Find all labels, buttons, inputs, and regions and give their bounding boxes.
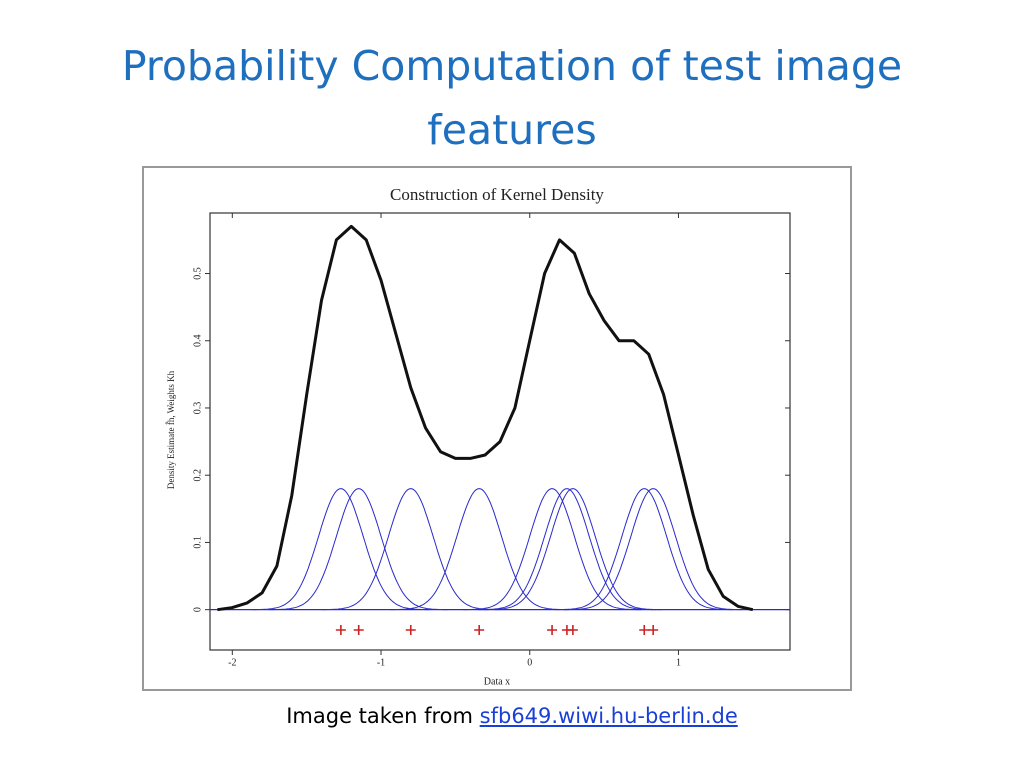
- x-tick-label: -2: [228, 657, 236, 668]
- data-point: [547, 625, 558, 635]
- y-tick-label: 0.5: [192, 267, 203, 280]
- plot-frame: [209, 212, 791, 651]
- data-point: [335, 625, 346, 635]
- y-tick-label: 0.4: [192, 334, 203, 347]
- caption: Image taken from sfb649.wiwi.hu-berlin.d…: [0, 704, 1024, 728]
- x-tick-label: -1: [377, 657, 385, 668]
- chart: Construction of Kernel Density Data x De…: [142, 166, 852, 691]
- data-point: [567, 625, 578, 635]
- y-tick-label: 0.1: [192, 536, 203, 549]
- image-frame: [142, 166, 852, 691]
- chart-title: Construction of Kernel Density: [390, 185, 604, 204]
- kernel-curve: [563, 488, 743, 611]
- kernel-curve: [321, 488, 500, 611]
- kernel-curve: [462, 488, 642, 611]
- slide-title: Probability Computation of test image fe…: [121, 42, 903, 154]
- y-axis-label: Density Estimate f̂h, Weights Kh: [165, 370, 176, 489]
- x-tick-label: 0: [527, 657, 532, 668]
- kernel-curve: [483, 488, 663, 611]
- density-curve: [217, 224, 754, 612]
- kernel-curve: [251, 488, 431, 611]
- caption-text: Image taken from: [286, 704, 480, 728]
- data-point: [648, 625, 659, 635]
- kernel-curve: [389, 488, 569, 611]
- kernel-curve: [555, 488, 734, 611]
- source-link[interactable]: sfb649.wiwi.hu-berlin.de: [479, 704, 738, 728]
- kernel-curve: [269, 488, 448, 611]
- x-axis-label: Data x: [484, 676, 510, 687]
- y-tick-label: 0.2: [192, 469, 203, 482]
- kernel-curve: [477, 488, 657, 611]
- data-point: [405, 625, 416, 635]
- y-tick-label: 0.3: [192, 402, 203, 415]
- y-tick-label: 0: [192, 607, 203, 612]
- x-tick-label: 1: [676, 657, 681, 668]
- data-point: [353, 625, 364, 635]
- data-point: [639, 625, 650, 635]
- data-point: [474, 625, 485, 635]
